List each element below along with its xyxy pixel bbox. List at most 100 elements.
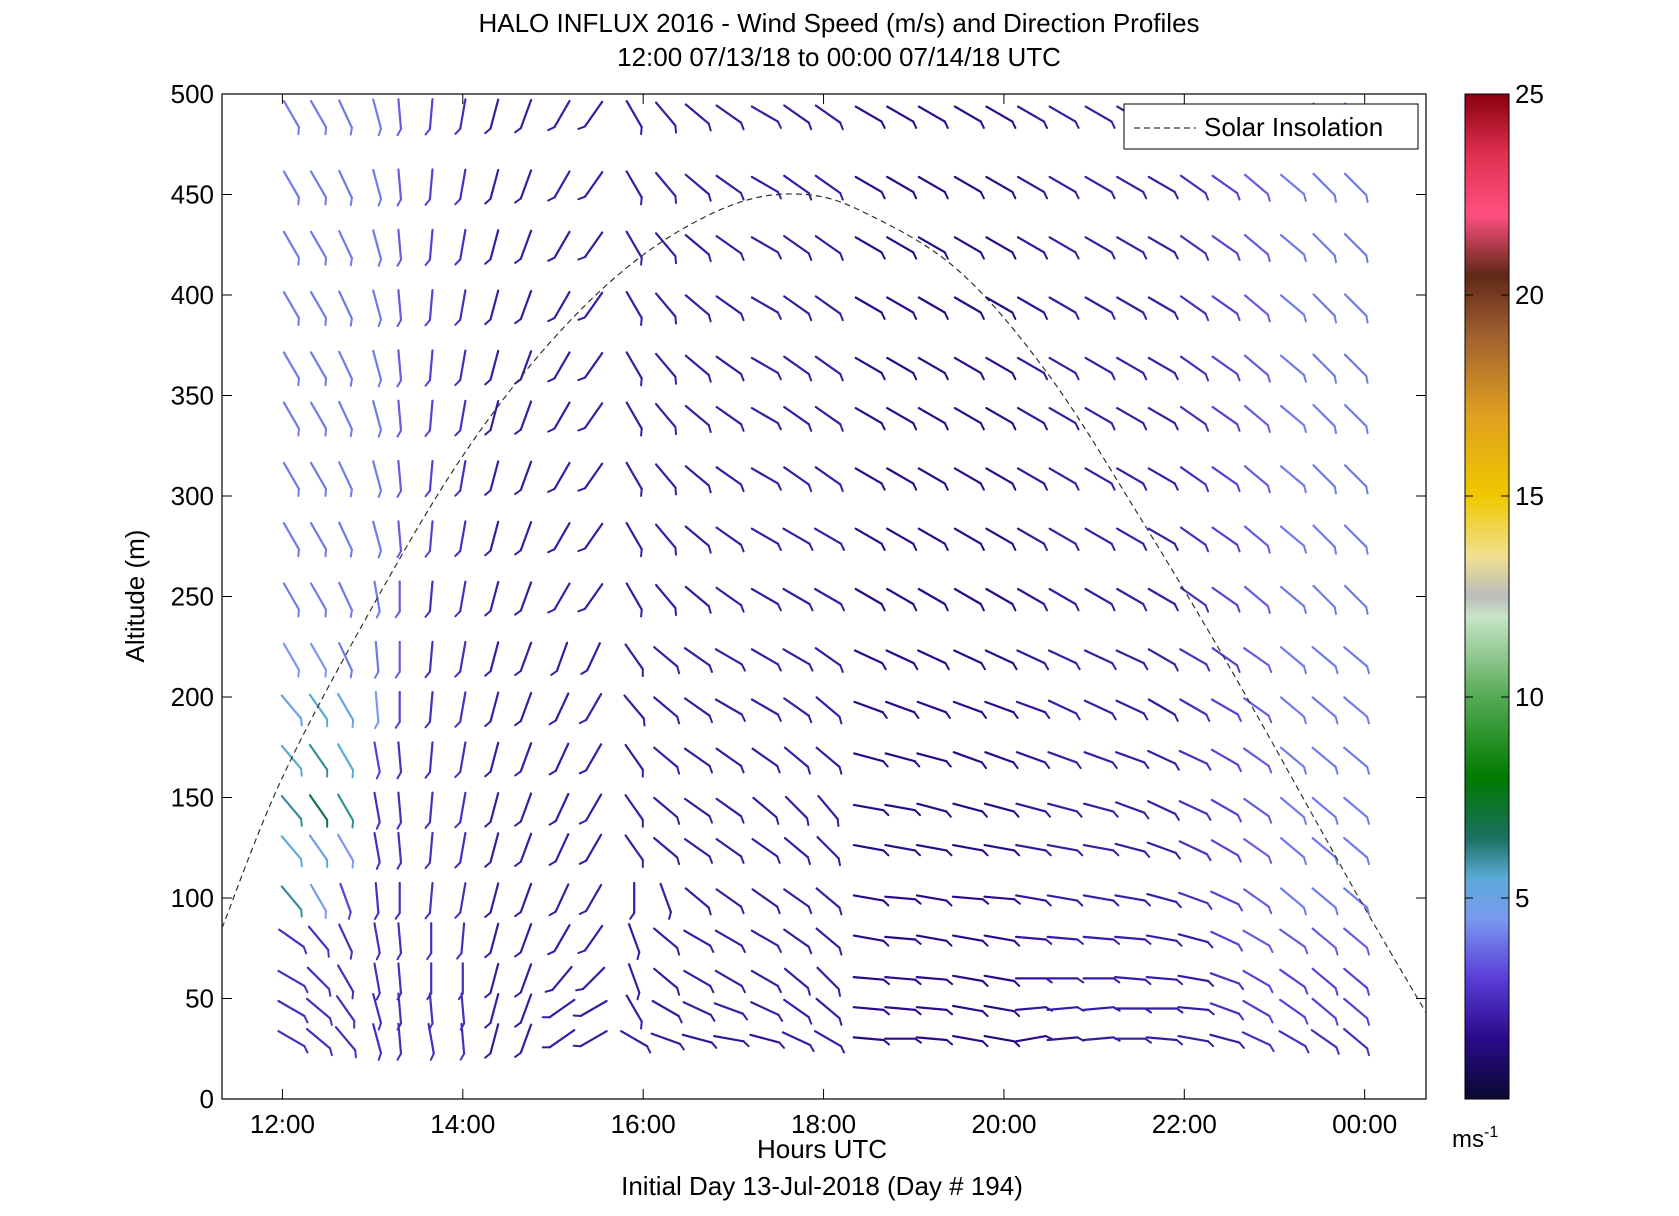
wind-barb-tick bbox=[740, 944, 746, 953]
wind-barb bbox=[853, 700, 884, 714]
wind-barb bbox=[1116, 587, 1145, 606]
wind-barb-tick bbox=[578, 859, 588, 865]
wind-barb bbox=[1343, 1027, 1369, 1050]
wind-barb-tick bbox=[577, 256, 586, 261]
wind-barb bbox=[884, 895, 917, 901]
wind-barb-tick bbox=[913, 760, 921, 768]
wind-barb bbox=[397, 98, 403, 131]
wind-barb bbox=[623, 694, 645, 720]
wind-barb bbox=[917, 407, 946, 425]
wind-barb-tick bbox=[741, 1012, 748, 1021]
wind-barb-tick bbox=[674, 255, 677, 265]
wind-barb-tick bbox=[1043, 542, 1048, 551]
wind-barb bbox=[714, 648, 743, 666]
wind-barb bbox=[584, 883, 603, 913]
wind-barb-tick bbox=[808, 663, 814, 672]
wind-barb bbox=[397, 228, 403, 261]
wind-barb bbox=[459, 640, 467, 673]
wind-barb bbox=[1279, 746, 1306, 769]
wind-barb bbox=[654, 101, 677, 127]
wind-barb bbox=[953, 356, 982, 374]
wind-barb-tick bbox=[377, 1022, 382, 1031]
wind-barb-tick bbox=[1011, 251, 1017, 260]
wind-barb-tick bbox=[676, 856, 681, 866]
wind-barb-tick bbox=[454, 318, 462, 326]
wind-barb-tick bbox=[1043, 422, 1048, 431]
wind-barb-tick bbox=[454, 258, 462, 266]
wind-barb bbox=[397, 741, 403, 774]
wind-barb-tick bbox=[1074, 371, 1080, 381]
wind-barb-tick bbox=[424, 771, 431, 779]
wind-barb bbox=[373, 580, 381, 613]
wind-barb-tick bbox=[979, 190, 985, 200]
wind-barb bbox=[554, 883, 570, 913]
x-tick-label: 14:00 bbox=[430, 1109, 495, 1139]
wind-barb-tick bbox=[324, 126, 327, 136]
wind-barb-tick bbox=[550, 669, 558, 676]
wind-barb bbox=[625, 994, 643, 1023]
wind-barb-tick bbox=[1303, 484, 1307, 494]
wind-barb bbox=[684, 404, 710, 427]
wind-barb-tick bbox=[424, 670, 431, 679]
wind-barb-tick bbox=[807, 252, 813, 261]
wind-barb bbox=[428, 640, 434, 673]
wind-barb bbox=[309, 522, 328, 551]
wind-barb-tick bbox=[676, 987, 681, 996]
wind-barb-tick bbox=[839, 192, 844, 201]
wind-barb-tick bbox=[1206, 941, 1214, 949]
wind-barb-tick bbox=[636, 991, 641, 1001]
wind-barb-tick bbox=[484, 911, 492, 918]
wind-barb bbox=[397, 349, 403, 382]
wind-barb bbox=[1016, 296, 1046, 314]
wind-barb bbox=[519, 963, 533, 994]
wind-barb bbox=[782, 587, 811, 606]
chart-title: HALO INFLUX 2016 - Wind Speed (m/s) and … bbox=[478, 8, 1199, 38]
wind-barb bbox=[489, 992, 500, 1025]
wind-barb-tick bbox=[708, 664, 713, 673]
wind-barb bbox=[684, 354, 710, 377]
wind-barb bbox=[783, 466, 810, 486]
wind-barb-tick bbox=[807, 765, 811, 775]
wind-barb-tick bbox=[776, 311, 782, 320]
wind-barb-tick bbox=[1174, 762, 1180, 771]
wind-barb-tick bbox=[303, 984, 309, 994]
wind-barb-tick bbox=[1043, 482, 1048, 491]
wind-barb bbox=[337, 793, 355, 822]
colorbar-unit-label: ms-1 bbox=[1452, 1124, 1498, 1153]
wind-barb-tick bbox=[1110, 371, 1116, 381]
wind-barb bbox=[519, 520, 533, 552]
wind-barb-tick bbox=[1011, 603, 1017, 612]
wind-barb-tick bbox=[882, 849, 890, 857]
colorbar-tick-label: 15 bbox=[1515, 481, 1544, 511]
wind-barb-tick bbox=[1365, 254, 1369, 264]
wind-barb-tick bbox=[1334, 946, 1339, 956]
wind-barb bbox=[1242, 929, 1271, 947]
wind-barbs bbox=[277, 98, 1370, 1061]
wind-barb bbox=[372, 289, 383, 321]
wind-barb-tick bbox=[807, 483, 813, 493]
wind-barb bbox=[715, 295, 743, 315]
wind-barb bbox=[428, 459, 434, 492]
wind-barb bbox=[852, 975, 885, 981]
wind-barb-tick bbox=[707, 424, 712, 433]
wind-barb-tick bbox=[1266, 253, 1271, 263]
wind-barb bbox=[372, 400, 383, 432]
wind-barb bbox=[714, 969, 743, 988]
wind-barb bbox=[1279, 928, 1306, 948]
wind-barb-tick bbox=[1236, 312, 1241, 322]
wind-barb-tick bbox=[1267, 855, 1273, 864]
wind-barb-tick bbox=[377, 489, 382, 498]
wind-barb bbox=[916, 700, 948, 714]
wind-barb bbox=[1014, 935, 1048, 941]
wind-barb bbox=[489, 400, 500, 432]
wind-barb-tick bbox=[881, 711, 888, 719]
wind-barb-tick bbox=[1011, 422, 1017, 431]
wind-barb-tick bbox=[1142, 662, 1149, 671]
wind-barb-tick bbox=[1236, 483, 1241, 493]
wind-barb bbox=[1343, 927, 1369, 949]
wind-barb bbox=[1179, 295, 1207, 315]
wind-barb bbox=[583, 583, 604, 610]
wind-barb-tick bbox=[945, 849, 953, 857]
wind-barb-tick bbox=[297, 196, 300, 206]
wind-barb-tick bbox=[1238, 1041, 1245, 1049]
